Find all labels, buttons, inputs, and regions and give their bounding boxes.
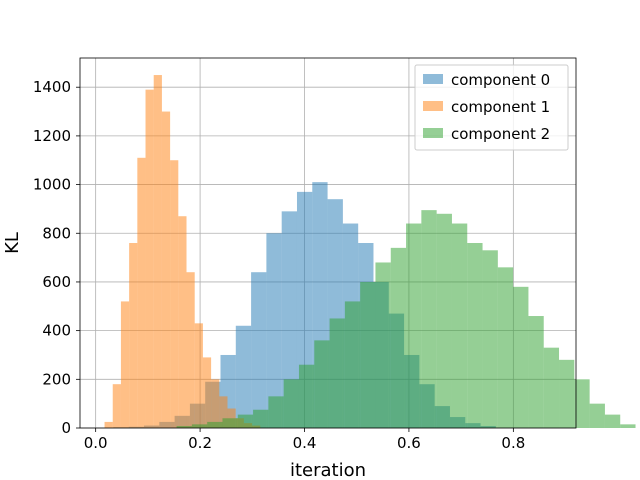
histogram-bar xyxy=(222,418,238,428)
histogram-bar xyxy=(344,301,361,428)
histogram-bar xyxy=(112,384,121,428)
histogram-bar xyxy=(191,424,208,428)
histogram-bar xyxy=(178,216,187,428)
histogram-bar xyxy=(421,210,437,428)
y-tick-label: 200 xyxy=(42,370,71,388)
y-tick-label: 1200 xyxy=(33,127,71,145)
histogram-bar xyxy=(314,340,330,428)
legend: component 0 component 1 component 2 xyxy=(414,64,569,151)
histogram-bar xyxy=(145,89,154,428)
histogram-bar xyxy=(202,357,212,428)
histogram-bar xyxy=(574,379,590,428)
histogram-bar xyxy=(390,247,407,428)
histogram-bars xyxy=(104,75,636,429)
y-axis-label: KL xyxy=(2,232,23,254)
legend-frame xyxy=(414,64,569,151)
y-tick-label: 1400 xyxy=(33,78,71,96)
histogram-bar xyxy=(329,318,345,428)
histogram-bar xyxy=(153,75,162,428)
histogram-bar xyxy=(589,403,605,428)
series-2-bars xyxy=(176,210,636,428)
x-tick-label: 0.4 xyxy=(293,434,317,452)
histogram-bar xyxy=(237,414,254,428)
histogram-bar xyxy=(298,364,315,428)
histogram-bar xyxy=(161,111,171,428)
histogram-bar xyxy=(104,421,113,428)
histogram-bar xyxy=(451,223,468,428)
histogram-bar xyxy=(137,157,146,429)
histogram-bar xyxy=(235,325,252,428)
histogram-bar xyxy=(604,414,621,428)
x-tick-label: 0.6 xyxy=(397,434,421,452)
histogram-bar xyxy=(528,316,544,428)
histogram-bar xyxy=(283,379,299,428)
histogram-bar xyxy=(266,233,282,428)
histogram-bar xyxy=(186,272,195,428)
histogram-bar xyxy=(360,281,376,428)
histogram-bar xyxy=(467,243,483,428)
histogram-bar xyxy=(194,323,203,428)
histogram-bar xyxy=(497,267,514,428)
histogram-bar xyxy=(482,250,498,428)
histogram-bar xyxy=(129,243,138,428)
series-1-bars xyxy=(104,75,261,429)
legend-swatch xyxy=(423,101,443,111)
x-tick-label: 0.0 xyxy=(84,434,108,452)
histogram-bar xyxy=(219,396,228,428)
legend-swatch xyxy=(423,128,443,138)
histogram-bar xyxy=(253,409,269,428)
x-axis-label: iteration xyxy=(290,460,366,480)
histogram-bar xyxy=(268,396,284,428)
histogram-bar xyxy=(120,301,130,428)
histogram-bar xyxy=(211,379,220,428)
histogram-bar xyxy=(559,359,575,428)
y-tick-label: 400 xyxy=(42,322,71,340)
histogram-bar xyxy=(207,421,223,428)
histogram-bar xyxy=(513,286,529,428)
histogram-bar xyxy=(375,262,391,428)
y-tick-label: 800 xyxy=(42,224,71,242)
histogram-bar xyxy=(436,213,452,428)
histogram-bar xyxy=(620,424,636,428)
x-tick-label: 0.2 xyxy=(188,434,212,452)
legend-label: component 2 xyxy=(451,125,550,143)
histogram-bar xyxy=(176,426,192,428)
y-tick-label: 1000 xyxy=(33,176,71,194)
axis-ticks: 0.0 0.2 0.4 0.6 0.8 0 200 400 600 800 1000 1200 1400 xyxy=(33,78,525,452)
y-tick-label: 600 xyxy=(42,273,71,291)
x-tick-label: 0.8 xyxy=(501,434,525,452)
histogram-bar xyxy=(170,160,179,428)
plot-frame xyxy=(79,57,577,429)
legend-swatch xyxy=(423,74,443,84)
legend-label: component 1 xyxy=(451,98,550,116)
histogram-bar xyxy=(543,347,560,428)
histogram-bar xyxy=(406,223,422,428)
y-tick-label: 0 xyxy=(61,419,71,437)
histogram-bar xyxy=(251,272,267,428)
histogram-bar xyxy=(281,211,297,428)
legend-label: component 0 xyxy=(451,71,550,89)
